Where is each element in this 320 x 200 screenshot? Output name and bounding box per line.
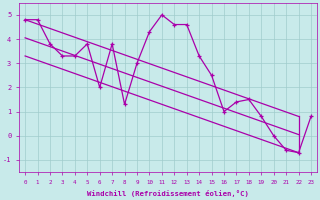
X-axis label: Windchill (Refroidissement éolien,°C): Windchill (Refroidissement éolien,°C) <box>87 190 249 197</box>
